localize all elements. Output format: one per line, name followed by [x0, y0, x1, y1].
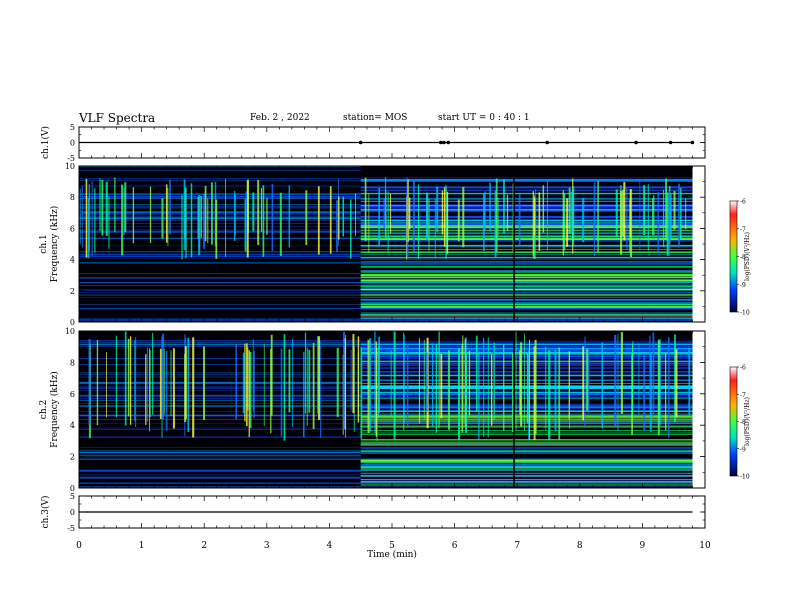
y-tick-label: 2: [70, 453, 75, 462]
trace-marker: [446, 140, 451, 145]
x-tick-label: 9: [640, 541, 646, 551]
colorbar-tick-label: -10: [740, 474, 750, 481]
y-axis-label: Frequency (kHz): [49, 206, 60, 283]
y-tick-label: 8: [70, 193, 75, 202]
spectrogram-ch1: [79, 166, 693, 322]
colorbar-scale: [729, 200, 738, 313]
y-axis-label: ch.1(V): [40, 126, 51, 159]
x-axis-label: Time (min): [367, 549, 417, 560]
x-tick-label: 5: [389, 541, 395, 551]
colorbar-tick-label: -8: [740, 419, 746, 426]
colorbar-tick-label: -9: [740, 446, 746, 453]
y-tick-label: 4: [70, 421, 75, 430]
header-station: station= MOS: [343, 113, 408, 123]
y-tick-label: 6: [70, 224, 75, 233]
y-tick-label: -5: [67, 524, 75, 533]
trace-marker: [634, 140, 638, 145]
y-tick-label: 6: [70, 390, 75, 399]
x-tick-label: 6: [452, 541, 458, 551]
colorbar-tick-label: -6: [740, 365, 746, 372]
y-tick-label: 4: [70, 256, 75, 265]
y-tick-label: 10: [65, 162, 75, 171]
colorbar-tick-label: -7: [740, 392, 746, 399]
trace-marker: [442, 140, 446, 145]
colorbar-ch1: -6 -7 -8 -9 -10 log(PSD)(V²/Hz): [729, 199, 751, 317]
trace-marker: [545, 140, 550, 145]
y-tick-label: 0: [70, 318, 75, 327]
voltage-trace-ch1: [79, 140, 695, 145]
trace-marker: [439, 140, 443, 145]
y-axis-label: ch.1: [39, 234, 49, 253]
colorbar-ch2: -6 -7 -8 -9 -10 log(PSD)(V²/Hz): [729, 365, 751, 481]
colorbar-scale: [729, 366, 738, 477]
colorbar-tick-label: -7: [740, 226, 746, 233]
y-axis-label: ch.3(V): [40, 496, 51, 529]
x-tick-label: 4: [327, 541, 333, 551]
header-date: Feb. 2 , 2022: [250, 113, 310, 123]
header-start-ut: start UT = 0 : 40 : 1: [438, 113, 530, 123]
colorbar-label: log(PSD)(V²/Hz): [744, 397, 751, 446]
x-tick-label: 0: [76, 541, 82, 551]
y-tick-label: 10: [65, 327, 75, 336]
x-tick-label: 8: [577, 541, 583, 551]
colorbar-tick-label: -8: [740, 254, 746, 261]
y-tick-label: 5: [70, 492, 75, 501]
x-tick-label: 7: [514, 541, 520, 551]
x-tick-label: 1: [139, 541, 145, 551]
y-tick-label: 0: [70, 508, 75, 517]
y-tick-label: 0: [70, 484, 75, 493]
colorbar-label: log(PSD)(V²/Hz): [744, 232, 751, 281]
y-tick-label: -5: [67, 154, 75, 163]
x-tick-label: 10: [699, 541, 711, 551]
spectrogram-ch2: [79, 331, 693, 488]
y-tick-label: 2: [70, 287, 75, 296]
x-tick-label: 2: [201, 541, 207, 551]
trace-marker: [690, 140, 695, 145]
chart-title: VLF Spectra: [79, 111, 156, 125]
colorbar-tick-label: -10: [740, 310, 750, 317]
y-tick-label: 5: [70, 123, 75, 132]
colorbar-tick-label: -9: [740, 282, 746, 289]
colorbar-tick-label: -6: [740, 199, 746, 206]
y-axis-label: ch.2: [39, 400, 49, 419]
y-axis-label: Frequency (kHz): [49, 371, 60, 448]
x-tick-label: 3: [264, 541, 270, 551]
trace-marker: [668, 140, 673, 145]
trace-marker: [358, 140, 363, 145]
y-tick-label: 0: [70, 139, 75, 148]
y-tick-label: 8: [70, 358, 75, 367]
